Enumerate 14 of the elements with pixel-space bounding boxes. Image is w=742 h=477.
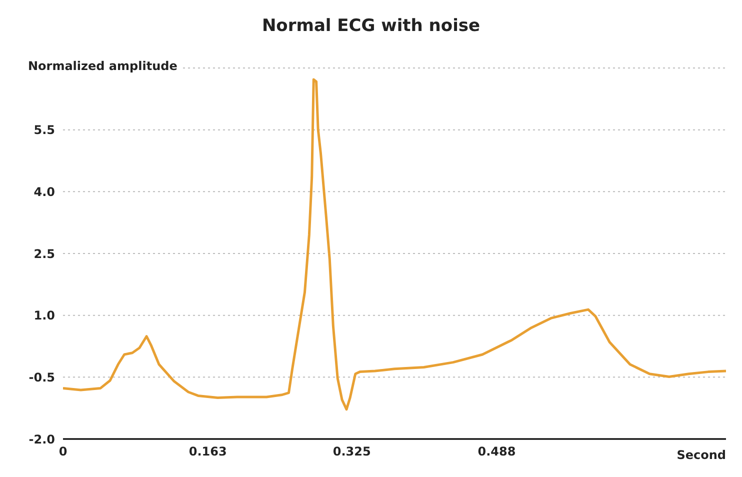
y-tick-label: 1.0 — [34, 308, 55, 323]
y-tick-label: 5.5 — [34, 123, 55, 138]
x-axis-title: Second — [676, 448, 726, 462]
x-tick-label: 0 — [58, 444, 68, 459]
x-tick-label: 0.325 — [332, 444, 371, 459]
x-tick-label: 0.163 — [188, 444, 227, 459]
y-axis-title: Normalized amplitude — [28, 59, 182, 73]
y-tick-label: -0.5 — [28, 370, 55, 384]
y-tick-label: -2.0 — [28, 432, 55, 446]
y-tick-label: 2.5 — [34, 246, 55, 261]
chart-title: Normal ECG with noise — [260, 16, 482, 36]
x-tick-label: 0.488 — [478, 444, 516, 459]
y-tick-label: 4.0 — [34, 184, 55, 199]
line-series — [63, 78, 726, 411]
